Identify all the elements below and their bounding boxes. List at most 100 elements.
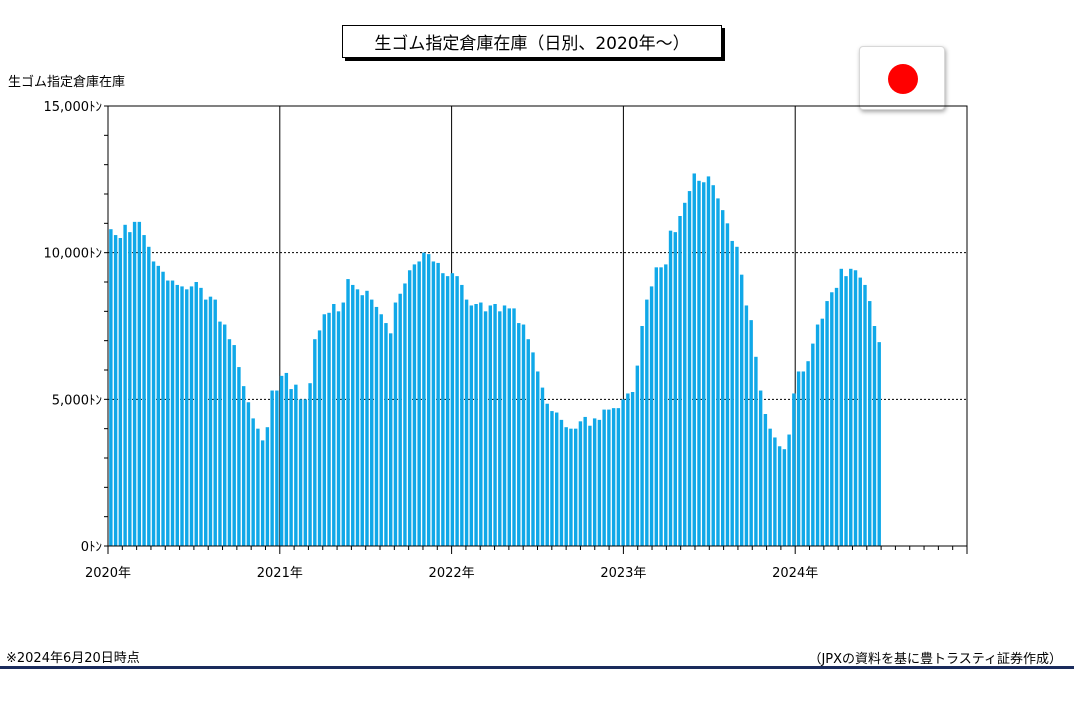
x-tick-labels: 2020年 2021年 2022年 2023年 2024年 [85,566,818,581]
bar [744,305,749,546]
bar [208,296,213,546]
bar [863,284,867,546]
bar [123,224,127,547]
bar [858,277,862,546]
bar [526,339,530,546]
bar [853,270,858,546]
bar [246,402,251,546]
bar [237,367,241,546]
bar [180,286,184,546]
bar [474,304,478,546]
bar [284,372,289,546]
bar [607,409,611,546]
bar [872,326,877,546]
bar [521,324,526,546]
bar [725,223,730,547]
x-tick-label: 2020年 [85,566,131,581]
bar [702,182,706,546]
bar [498,311,502,546]
bar [792,393,796,546]
bar [626,393,630,546]
bar [834,287,839,546]
bar [227,339,232,546]
axes [104,105,968,554]
bar [635,365,640,546]
bar [678,216,682,546]
bar [379,314,383,546]
bar [877,342,881,546]
bar [407,270,412,546]
bar [109,229,113,546]
bar [194,282,198,546]
bar [422,252,426,546]
bar [289,389,293,546]
bar [545,403,549,546]
bar [426,254,431,546]
bar [294,384,298,546]
bar [118,238,123,546]
bar [820,318,825,546]
bar [265,427,270,546]
bar [137,221,142,546]
bar [592,418,597,546]
bar [417,261,421,546]
bar [569,428,573,546]
bar [469,305,474,546]
bar [578,421,583,546]
bar [351,284,355,546]
bar [151,261,156,546]
bar [787,434,791,546]
bar [232,345,236,546]
bar [536,371,540,546]
bar [199,287,203,546]
bar [412,264,417,546]
bar [517,323,521,546]
bar [868,301,872,546]
bar [559,419,564,546]
bar [166,280,170,546]
bar [739,274,744,546]
bar [711,185,715,546]
bar [185,289,189,546]
japan-flag-icon [859,46,945,110]
bar [697,180,701,547]
x-tick-label: 2022年 [429,566,475,581]
bar [839,268,843,546]
bar [256,428,260,546]
bar [384,323,388,546]
bar [825,301,829,546]
bar [815,324,820,546]
bar [460,284,464,546]
bar [336,311,341,546]
bar [564,427,568,546]
bar [507,308,511,546]
bar [341,302,345,546]
bar [555,412,559,546]
bar [573,428,578,546]
y-tick-label: 10,000ﾄﾝ [44,247,103,262]
bar [431,261,436,546]
y-tick-label: 5,000ﾄﾝ [52,393,102,408]
bar [388,333,393,546]
bar [313,339,317,546]
bar [317,330,322,546]
bar [441,273,445,546]
bar [801,371,806,546]
bar [298,399,303,546]
bar [749,320,753,546]
bar [735,246,739,547]
bar [758,390,763,546]
bar [687,191,692,547]
bar [455,276,459,546]
chart-title: 生ゴム指定倉庫在庫（日別、2020年～） [342,25,722,58]
bar [830,292,834,546]
y-tick-label: 15,000ﾄﾝ [44,100,103,115]
bar [721,210,725,546]
bar [360,295,364,546]
bar [811,343,815,546]
bar [346,279,350,546]
bar [692,173,696,546]
bar [640,326,644,546]
bar [602,409,606,546]
